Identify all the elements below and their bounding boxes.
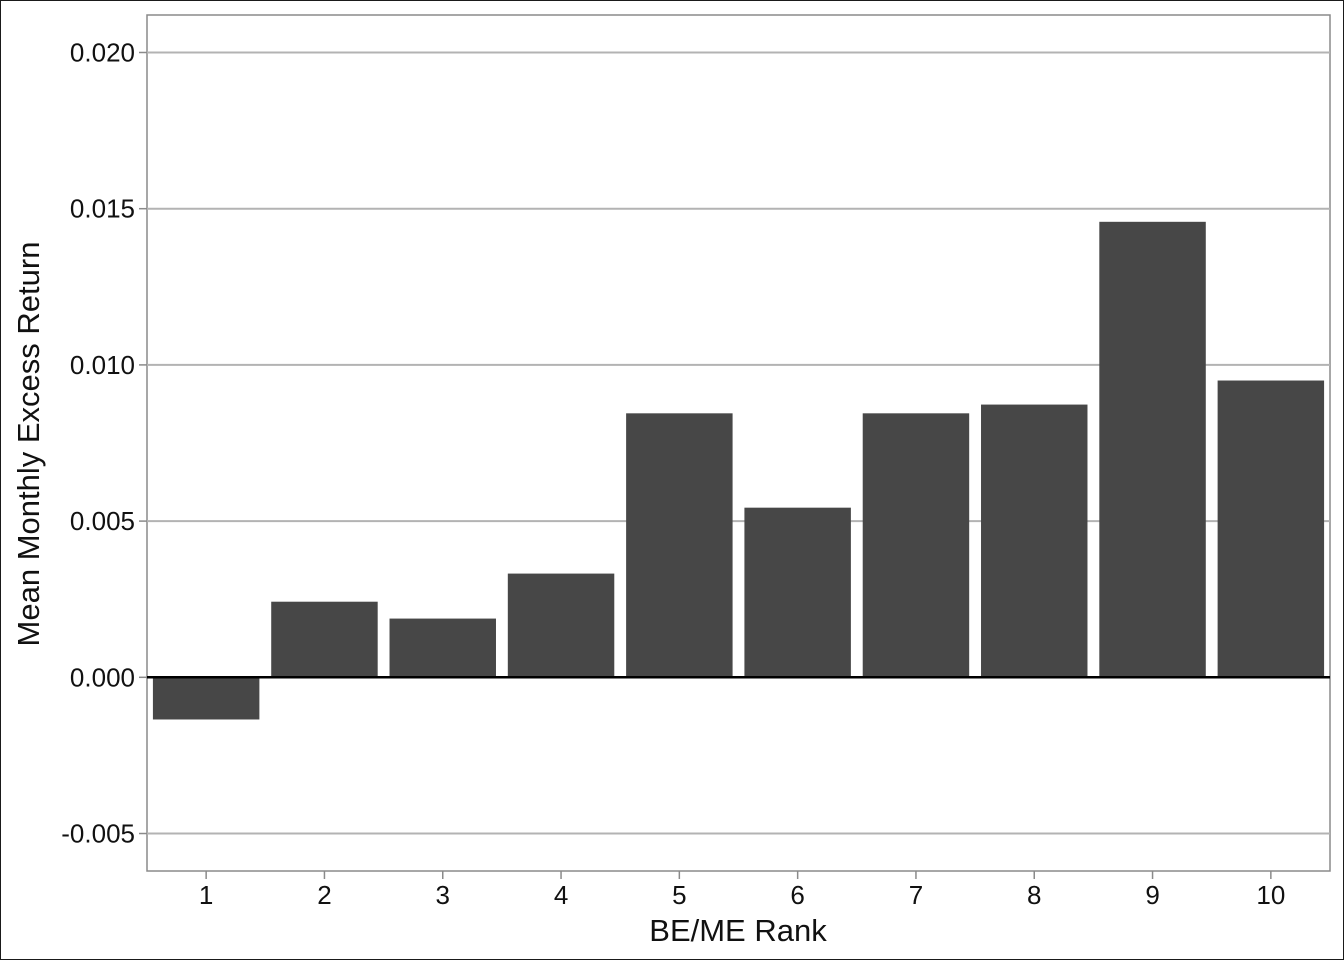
x-tick-label: 8: [1027, 880, 1041, 910]
bars: [152, 221, 1325, 720]
bar-6: [744, 507, 851, 678]
bar-4: [507, 573, 615, 678]
x-tick-label: 9: [1145, 880, 1159, 910]
y-tick-label: -0.005: [61, 819, 135, 849]
bar-7: [862, 413, 970, 678]
bar-1: [152, 677, 260, 720]
x-axis-ticks: 1 2 3 4 5 6 7 8 9 10: [199, 871, 1285, 910]
y-tick-label: 0.005: [70, 506, 135, 536]
bar-2: [271, 601, 378, 678]
x-tick-label: 4: [554, 880, 568, 910]
bar-9: [1099, 221, 1206, 678]
x-tick-label: 6: [790, 880, 804, 910]
y-tick-label: 0.015: [70, 194, 135, 224]
bar-10: [1217, 380, 1325, 678]
y-axis-title: Mean Monthly Excess Return: [11, 242, 46, 647]
y-tick-label: 0.020: [70, 37, 135, 67]
x-tick-label: 2: [317, 880, 331, 910]
bar-5: [626, 413, 733, 678]
x-tick-label: 1: [199, 880, 213, 910]
x-tick-label: 3: [436, 880, 450, 910]
y-axis-ticks: -0.005 0.000 0.005 0.010 0.015 0.020: [61, 37, 147, 849]
x-tick-label: 5: [672, 880, 686, 910]
y-tick-label: 0.010: [70, 350, 135, 380]
bar-3: [389, 618, 496, 678]
bar-8: [981, 404, 1088, 678]
x-tick-label: 7: [909, 880, 923, 910]
x-axis-title: BE/ME Rank: [649, 913, 827, 948]
y-tick-label: 0.000: [70, 662, 135, 692]
x-tick-label: 10: [1256, 880, 1285, 910]
